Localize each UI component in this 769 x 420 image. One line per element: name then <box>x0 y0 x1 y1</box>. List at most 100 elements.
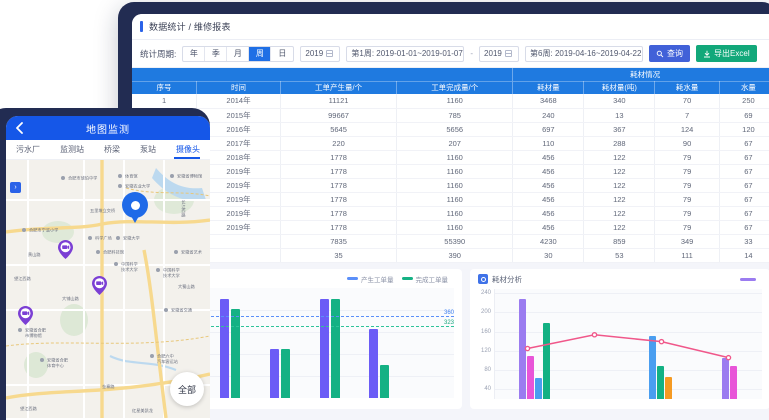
bar-group <box>270 288 291 398</box>
table-cell: 122 <box>583 206 656 221</box>
bar-group <box>369 288 390 398</box>
table-cell: 67 <box>719 150 769 165</box>
table-cell: 288 <box>583 136 656 151</box>
table-row: 62019年177811604561227967 <box>132 164 769 179</box>
table-cell: 785 <box>396 108 514 123</box>
camera-pin-icon[interactable] <box>58 240 73 259</box>
svg-text:望江西路: 望江西路 <box>14 275 32 282</box>
svg-text:市博物馆: 市博物馆 <box>25 332 42 339</box>
svg-text:大蜀山路: 大蜀山路 <box>178 283 196 290</box>
table-cell: 79 <box>654 150 720 165</box>
export-excel-button[interactable]: 导出Excel <box>696 45 757 62</box>
table-cell: 390 <box>396 248 514 263</box>
bar-group <box>518 289 550 399</box>
column-header: 耗水量 <box>654 80 720 94</box>
camera-pin-icon[interactable] <box>92 276 107 295</box>
chevron-left-icon[interactable] <box>14 121 25 135</box>
gridline <box>495 388 762 390</box>
period-option-周[interactable]: 周 <box>249 46 272 61</box>
gridline <box>157 375 454 377</box>
marker-label-323: 323 <box>443 319 454 326</box>
year-end-input[interactable]: 2019 <box>479 45 520 62</box>
table-cell: 1160 <box>396 206 514 221</box>
table-cell <box>196 248 281 263</box>
legend-swatch-produced <box>347 277 358 280</box>
bar-group <box>419 288 439 398</box>
search-button-label: 查询 <box>667 49 684 58</box>
breadcrumb: 数据统计 / 维修报表 <box>132 14 769 40</box>
bar-group <box>649 289 673 399</box>
mobile-tab-污水厂[interactable]: 污水厂 <box>16 145 40 154</box>
year-start-input[interactable]: 2019 <box>300 45 341 62</box>
mobile-app: 地图监测 污水厂 监测站 桥梁 泵站 摄像头 <box>6 116 210 420</box>
table-cell: 456 <box>512 206 585 221</box>
svg-text:黄山路: 黄山路 <box>28 251 41 258</box>
table-cell: 1778 <box>280 164 398 179</box>
consumable-y-axis: 40 80 120 160 200 240 <box>476 289 492 399</box>
marker-line-323: 323 <box>156 320 454 327</box>
consumable-trend-line <box>524 331 732 360</box>
breadcrumb-text: 数据统计 / 维修报表 <box>149 22 231 32</box>
table-row: 32016年56455656697367124120 <box>132 122 769 137</box>
svg-text:技术大学: 技术大学 <box>163 272 180 279</box>
legend-label-produced: 产生工单量 <box>361 276 394 284</box>
legend-swatch-completed <box>401 277 413 280</box>
svg-text:安徽省合肥: 安徽省合肥 <box>47 357 69 364</box>
legend-item-completed: 完成工单量 <box>401 274 448 284</box>
bar-完成工单量 <box>380 364 390 398</box>
group-header-consumables: 耗材情况 <box>512 68 769 81</box>
table-cell: 69 <box>719 108 769 123</box>
mobile-tab-桥梁[interactable]: 桥梁 <box>104 145 120 154</box>
trend-point <box>591 331 598 338</box>
all-filter-button[interactable]: 全部 <box>170 372 204 406</box>
map-view[interactable]: 合肥市琥珀中学 体育馆 安徽农业大学 安徽省博物馆 五里墩立交桥 合肥市宁溪小学… <box>6 160 210 418</box>
table-cell: 1778 <box>280 220 398 235</box>
table-cell <box>196 234 281 249</box>
table-cell: 7835 <box>280 234 398 249</box>
table-cell: 122 <box>583 164 656 179</box>
workorder-chart-legend: 产生工单量 完成工单量 <box>347 274 454 284</box>
table-cell: 456 <box>512 164 585 179</box>
gridline <box>495 369 762 371</box>
table-cell: 67 <box>719 220 769 235</box>
svg-text:安徽大学: 安徽大学 <box>123 235 140 242</box>
gridline <box>157 309 454 311</box>
mobile-tab-监测站[interactable]: 监测站 <box>60 145 84 154</box>
period-option-年[interactable]: 年 <box>183 46 206 61</box>
table-cell: 2019年 <box>196 192 281 207</box>
consumable-chart-legend <box>740 277 762 281</box>
column-header: 耗材量(吨) <box>583 80 656 94</box>
range-end-input[interactable]: 第6周: 2019-04-16~2019-04-22 <box>525 45 644 62</box>
table-cell: 1160 <box>396 164 514 179</box>
period-option-月[interactable]: 月 <box>227 46 250 61</box>
period-option-季[interactable]: 季 <box>205 46 228 61</box>
mobile-tabs: 污水厂 监测站 桥梁 泵站 摄像头 <box>6 140 210 160</box>
svg-text:合肥科技馆: 合肥科技馆 <box>103 249 124 256</box>
search-button[interactable]: 查询 <box>649 45 691 62</box>
column-header: 工单产生量/个 <box>280 80 398 94</box>
expand-icon[interactable]: › <box>10 182 21 193</box>
range-start-input[interactable]: 第1周: 2019-01-01~2019-01-07 <box>346 45 465 62</box>
bar-完成工单量 <box>231 308 241 398</box>
table-cell: 120 <box>719 122 769 137</box>
gridline <box>495 350 762 352</box>
bar-产生工单量 <box>220 298 230 398</box>
table-cell: 35 <box>280 248 398 263</box>
range-start-value: 第1周: 2019-01-01~2019-01-07 <box>351 49 463 58</box>
period-segmented-control[interactable]: 年季月周日 <box>182 45 295 62</box>
period-option-日[interactable]: 日 <box>278 49 287 58</box>
active-tab-underline <box>174 157 200 159</box>
range-end-value: 第6周: 2019-04-16~2019-04-22 <box>530 49 642 58</box>
gridline <box>495 331 762 333</box>
svg-text:安徽农业大学: 安徽农业大学 <box>125 183 150 190</box>
table-cell: 67 <box>719 164 769 179</box>
mobile-tab-摄像头[interactable]: 摄像头 <box>176 145 200 154</box>
group-header-blank <box>132 68 514 81</box>
svg-text:五里墩立交桥: 五里墩立交桥 <box>90 207 116 214</box>
svg-text:合肥市宁溪小学: 合肥市宁溪小学 <box>29 227 58 234</box>
table-body: 12014年11121116034683407025022015年9966778… <box>132 94 769 263</box>
mobile-tab-泵站[interactable]: 泵站 <box>140 145 156 154</box>
table-cell: 67 <box>719 192 769 207</box>
camera-pin-icon[interactable] <box>18 306 33 325</box>
